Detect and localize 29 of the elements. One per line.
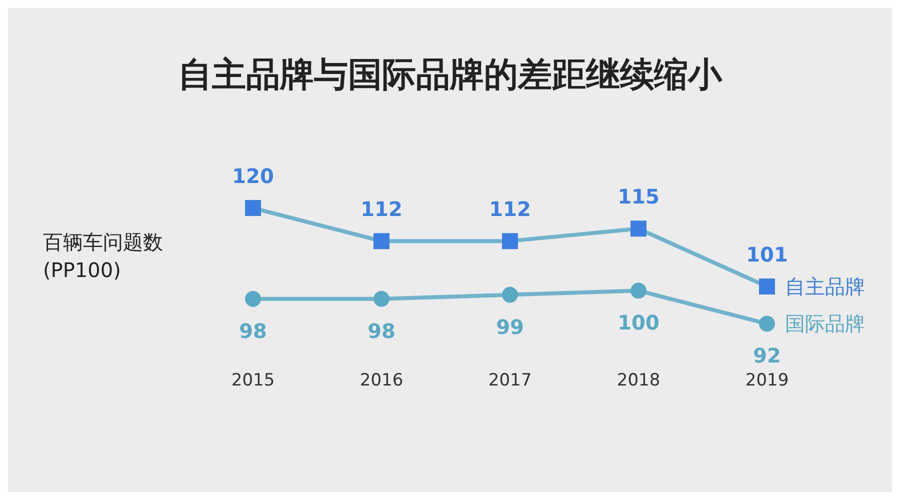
- point: [245, 200, 261, 216]
- x-tick-label: 2017: [488, 370, 532, 390]
- x-tick-label: 2019: [745, 370, 789, 390]
- data-label: 101: [746, 242, 788, 267]
- point: [374, 290, 390, 307]
- data-label: 98: [239, 318, 267, 343]
- x-tick-label: 2016: [360, 370, 404, 390]
- series-label: 国际品牌: [785, 312, 865, 336]
- x-tick-label: 2018: [616, 370, 660, 390]
- point: [502, 286, 518, 303]
- data-label: 120: [232, 164, 274, 188]
- x-tick-label: 2015: [231, 370, 275, 390]
- series-label: 自主品牌: [785, 274, 865, 299]
- data-label: 100: [618, 310, 660, 335]
- data-label: 115: [618, 184, 660, 209]
- data-label: 98: [368, 318, 396, 343]
- data-label: 92: [753, 344, 781, 368]
- data-label: 112: [489, 197, 531, 222]
- point: [245, 290, 261, 307]
- point: [759, 316, 775, 332]
- point: [502, 233, 518, 250]
- data-label: 99: [496, 314, 524, 339]
- point: [374, 233, 390, 250]
- point: [630, 220, 646, 237]
- point: [630, 282, 646, 299]
- point: [759, 278, 775, 295]
- chart-title: 自主品牌与国际品牌的差距继续缩小: [178, 55, 723, 95]
- data-label: 112: [360, 197, 402, 222]
- y-axis-title: 百辆车问题数 (PP100): [43, 230, 163, 282]
